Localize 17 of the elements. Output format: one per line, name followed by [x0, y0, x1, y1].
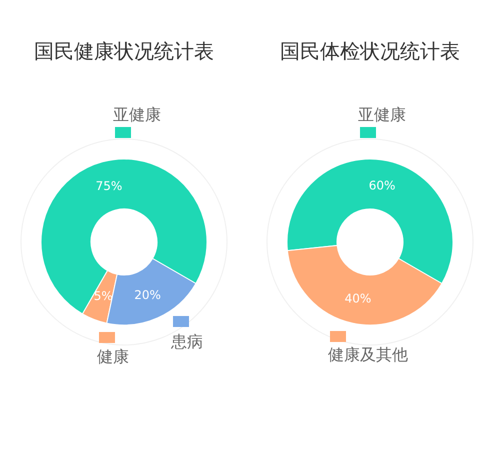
- legend-item: 亚健康: [113, 105, 161, 138]
- data-label: 60%: [368, 178, 396, 192]
- legend-item: 亚健康: [358, 105, 406, 138]
- legend-label: 健康及其他: [328, 345, 408, 364]
- data-label: 5%: [94, 289, 113, 304]
- legend-item: 健康及其他: [328, 331, 408, 364]
- data-label: 40%: [344, 292, 372, 306]
- chart-title: 国民体检状况统计表: [280, 39, 460, 63]
- legend-item: 健康: [97, 332, 129, 366]
- data-label: 20%: [134, 288, 161, 302]
- slice-label: 亚健康: [113, 105, 161, 124]
- slice-label: 亚健康: [358, 105, 406, 124]
- legend-label: 健康: [97, 347, 129, 366]
- chart-title: 国民健康状况统计表: [34, 39, 214, 63]
- legend-item: 患病: [171, 316, 203, 351]
- legend-label: 患病: [170, 332, 203, 351]
- data-label: 75%: [96, 178, 122, 193]
